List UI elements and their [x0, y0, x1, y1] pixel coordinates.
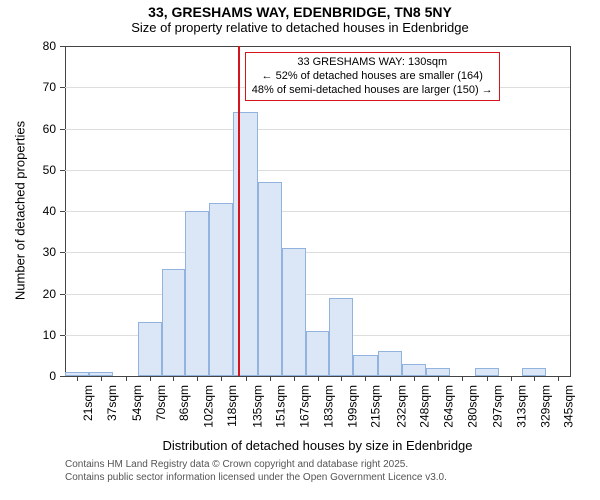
x-tick-label: 167sqm [298, 385, 312, 428]
y-tick-label: 80 [0, 39, 56, 53]
histogram-bar [258, 182, 282, 376]
x-tick-label: 54sqm [130, 385, 144, 421]
y-tick-label: 30 [0, 245, 56, 259]
histogram-bar [162, 269, 186, 376]
gridline [65, 294, 570, 295]
x-tick-label: 345sqm [562, 385, 576, 428]
footer-line: Contains HM Land Registry data © Crown c… [65, 458, 447, 471]
y-tick-label: 50 [0, 163, 56, 177]
x-tick-label: 280sqm [466, 385, 480, 428]
x-tick-label: 183sqm [322, 385, 336, 428]
y-tick-label: 10 [0, 328, 56, 342]
x-tick-label: 232sqm [394, 385, 408, 428]
gridline [65, 211, 570, 212]
x-tick-label: 297sqm [491, 385, 505, 428]
x-tick-label: 199sqm [345, 385, 359, 428]
attribution-footer: Contains HM Land Registry data © Crown c… [65, 458, 447, 484]
histogram-bar [402, 364, 426, 376]
callout-line: 48% of semi-detached houses are larger (… [252, 84, 493, 98]
x-tick-label: 86sqm [177, 385, 191, 421]
histogram-bar [233, 112, 258, 376]
y-tick-label: 0 [0, 369, 56, 383]
histogram-bar [353, 355, 378, 376]
x-tick-label: 264sqm [442, 385, 456, 428]
y-tick-label: 60 [0, 122, 56, 136]
x-tick-label: 102sqm [201, 385, 215, 428]
page-title: 33, GRESHAMS WAY, EDENBRIDGE, TN8 5NY [0, 0, 600, 20]
y-tick-label: 20 [0, 287, 56, 301]
histogram-bar [378, 351, 402, 376]
histogram-bar [185, 211, 209, 376]
footer-line: Contains public sector information licen… [65, 471, 447, 484]
histogram-bar [138, 322, 162, 376]
gridline [65, 252, 570, 253]
x-tick-label: 248sqm [418, 385, 432, 428]
histogram-bar [306, 331, 330, 376]
callout-box: 33 GRESHAMS WAY: 130sqm← 52% of detached… [245, 52, 500, 101]
callout-line: ← 52% of detached houses are smaller (16… [252, 70, 493, 84]
x-tick-label: 21sqm [81, 385, 95, 421]
x-tick-label: 329sqm [538, 385, 552, 428]
y-tick-label: 70 [0, 80, 56, 94]
x-tick-label: 70sqm [154, 385, 168, 421]
histogram-bar [209, 203, 233, 376]
x-tick-label: 118sqm [225, 385, 239, 427]
x-tick-label: 37sqm [105, 385, 119, 421]
x-tick-label: 151sqm [274, 385, 288, 428]
gridline [65, 129, 570, 130]
x-axis-label: Distribution of detached houses by size … [65, 438, 570, 453]
indicator-line [238, 46, 240, 376]
page-subtitle: Size of property relative to detached ho… [0, 20, 600, 35]
histogram-bar [329, 298, 353, 376]
x-tick-label: 313sqm [515, 385, 529, 428]
y-tick-label: 40 [0, 204, 56, 218]
callout-line: 33 GRESHAMS WAY: 130sqm [252, 56, 493, 70]
histogram-bar [522, 368, 546, 376]
x-tick-label: 135sqm [250, 385, 264, 428]
gridline [65, 170, 570, 171]
chart-container: { "title": "33, GRESHAMS WAY, EDENBRIDGE… [0, 0, 600, 500]
histogram-bar [475, 368, 499, 376]
histogram-bar [282, 248, 306, 376]
histogram-bar [426, 368, 450, 376]
x-tick-label: 215sqm [369, 385, 383, 428]
